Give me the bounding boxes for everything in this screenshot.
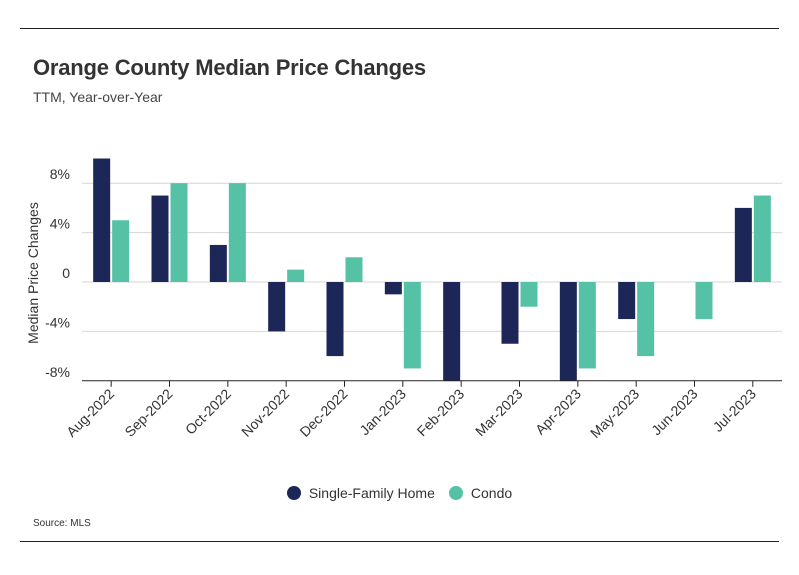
chart-title: Orange County Median Price Changes [33, 55, 426, 80]
x-tick-label: Jul-2023 [710, 385, 759, 434]
bar-single-family-nov-2022 [268, 282, 286, 332]
x-axis-ticks: Aug-2022 Sep-2022 Oct-2022 Nov-2022 Dec-2022… [63, 380, 759, 441]
x-tick-label: Dec-2022 [296, 385, 350, 439]
legend-marker-single-family [286, 486, 301, 500]
y-tick-label: 8% [50, 166, 70, 182]
x-tick-label: Oct-2022 [182, 385, 234, 437]
x-tick-label: Nov-2022 [238, 385, 292, 439]
bar-condo-may-2023 [637, 282, 655, 357]
legend-item-condo: Condo [448, 485, 513, 501]
bar-condo-sep-2022 [170, 183, 188, 282]
y-axis-label: Median Price Changes [25, 202, 41, 344]
bar-single-family-may-2023 [618, 282, 636, 320]
bar-condo-mar-2023 [520, 282, 538, 307]
x-tick-label: Sep-2022 [121, 385, 175, 439]
bar-condo-apr-2023 [578, 282, 596, 369]
legend-item-single-family: Single-Family Home [286, 485, 435, 501]
bar-condo-dec-2022 [345, 257, 363, 282]
legend-marker-condo [448, 486, 463, 500]
x-tick-label: Aug-2022 [63, 385, 117, 439]
bar-single-family-dec-2022 [326, 282, 344, 357]
bar-single-family-sep-2022 [151, 195, 169, 282]
gridlines [82, 182, 782, 332]
bar-single-family-jan-2023 [384, 282, 402, 295]
chart-subtitle: TTM, Year-over-Year [33, 89, 163, 105]
y-axis-ticks: 8% 4% 0 -4% -8% [45, 166, 70, 380]
bar-condo-jul-2023 [753, 195, 771, 282]
bar-single-family-feb-2023 [443, 282, 461, 381]
bar-condo-jan-2023 [403, 282, 421, 369]
bar-single-family-apr-2023 [559, 282, 577, 381]
x-tick-label: Apr-2023 [532, 385, 584, 437]
y-tick-label: 0 [62, 265, 70, 281]
x-tick-label: May-2023 [587, 385, 642, 440]
bottom-rule [20, 541, 779, 542]
y-tick-label: -8% [45, 364, 70, 380]
bar-chart: 8% 4% 0 -4% -8% Aug-2022 Sep-2022 Oct-2022 Nov-… [25, 158, 782, 441]
y-tick-label: 4% [50, 216, 70, 232]
legend-label-single-family: Single-Family Home [308, 485, 435, 501]
bar-single-family-mar-2023 [501, 282, 519, 344]
x-tick-label: Jan-2023 [356, 385, 409, 438]
bar-single-family-oct-2022 [209, 244, 227, 282]
bar-condo-jun-2023 [695, 282, 713, 320]
x-tick-label: Jun-2023 [648, 385, 701, 438]
y-tick-label: -4% [45, 314, 70, 330]
top-rule [20, 28, 779, 29]
bar-condo-aug-2022 [112, 220, 130, 282]
bar-condo-oct-2022 [228, 183, 246, 282]
x-tick-label: Mar-2023 [472, 385, 526, 439]
bars [93, 158, 771, 381]
bar-condo-nov-2022 [287, 269, 305, 282]
x-tick-label: Feb-2023 [414, 385, 468, 439]
bar-single-family-jul-2023 [734, 207, 752, 282]
legend-label-condo: Condo [470, 485, 513, 501]
source-note: Source: MLS [33, 518, 91, 529]
bar-single-family-aug-2022 [93, 158, 111, 282]
legend: Single-Family Home Condo [0, 485, 799, 501]
